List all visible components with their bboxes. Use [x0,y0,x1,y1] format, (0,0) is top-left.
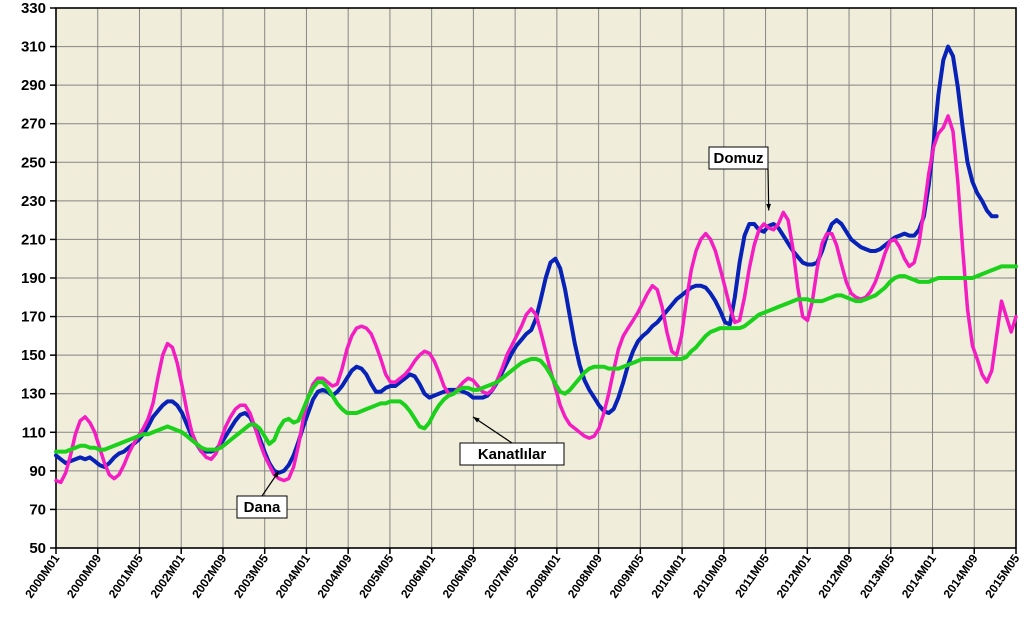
y-tick-label: 190 [21,270,46,287]
y-tick-label: 210 [21,231,46,248]
y-tick-label: 270 [21,116,46,133]
y-tick-label: 330 [21,0,46,17]
y-tick-label: 90 [29,463,46,480]
y-tick-label: 50 [29,540,46,557]
callout-label: Domuz [714,150,764,167]
callout-dana: Dana [237,496,287,518]
y-tick-label: 150 [21,347,46,364]
callout-kanatlılar: Kanatlılar [460,443,564,465]
y-tick-label: 290 [21,77,46,94]
y-tick-label: 70 [29,501,46,518]
line-chart: 50 70 90 110 130 150 170 190 210 230 250 270 290 310 3… [0,0,1024,620]
y-tick-label: 110 [22,424,46,441]
y-tick-label: 170 [21,309,46,326]
chart-svg: 50 70 90 110 130 150 170 190 210 230 250 270 290 310 3… [0,0,1024,620]
y-tick-label: 230 [21,193,46,210]
callout-domuz: Domuz [709,147,768,169]
callout-label: Dana [244,499,281,516]
y-tick-label: 130 [21,386,46,403]
y-tick-label: 250 [21,154,46,171]
y-tick-label: 310 [21,39,46,56]
callout-label: Kanatlılar [478,446,547,463]
